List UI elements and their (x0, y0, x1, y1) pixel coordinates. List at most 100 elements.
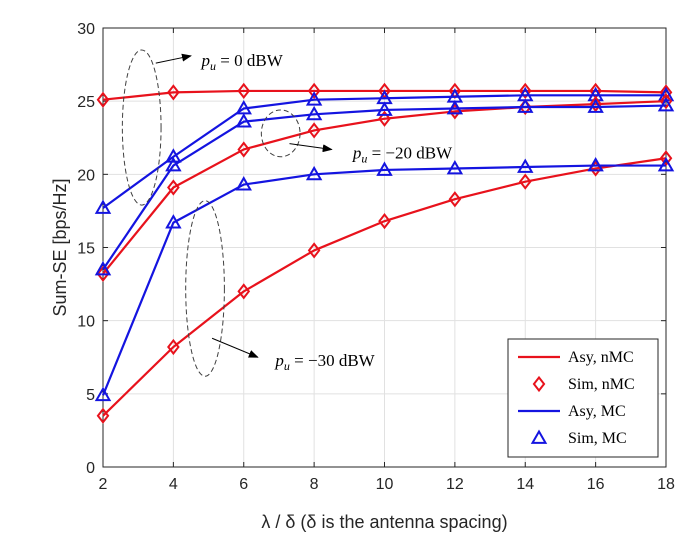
dashed-ellipse (260, 109, 301, 158)
triangle-marker (305, 165, 323, 181)
y-tick-label: 15 (77, 241, 95, 258)
series-sim-mc-30dBW (94, 157, 675, 402)
series-sim-mc-20dBW (94, 97, 675, 276)
diamond-marker (237, 82, 251, 100)
triangle-marker (165, 214, 182, 229)
triangle-marker (446, 99, 464, 115)
diamond-marker (378, 110, 391, 127)
triangle-marker (165, 157, 182, 172)
annotation-symbol: p (352, 143, 362, 162)
x-tick-label: 10 (376, 476, 394, 493)
triangle-marker (305, 91, 323, 106)
series-asy-nmc-20dBW (102, 100, 667, 275)
triangle-marker (94, 199, 112, 214)
diamond-marker (237, 141, 251, 158)
annotation-value: = −30 dBW (290, 351, 376, 370)
annotation-arrow (211, 337, 259, 358)
diamond-marker (96, 407, 110, 424)
axis-ticks: 2 4 6 8 10 12 14 16 18 0 5 10 15 20 25 30 (77, 21, 675, 493)
diamond-marker (378, 213, 391, 230)
legend-diamond-swatch (532, 375, 546, 393)
series-line (102, 100, 667, 275)
legend-triangle-swatch (530, 429, 548, 444)
dashed-ellipse (185, 200, 225, 377)
legend-label: Asy, nMC (568, 349, 634, 366)
annotation-symbol: p (274, 351, 284, 370)
diamond-marker (589, 95, 602, 113)
series-asy-mc-0dBW (102, 94, 666, 209)
diamond-marker (518, 82, 532, 100)
x-tick-label: 16 (587, 476, 605, 493)
annotation-pu20: pu = −20 dBW (260, 109, 453, 165)
annotation-subscript: u (284, 359, 290, 373)
x-axis-label: λ / δ (δ is the antenna spacing) (261, 512, 507, 532)
series-line (102, 104, 667, 271)
annotation-subscript: u (210, 59, 216, 73)
diamond-marker (307, 242, 321, 259)
y-tick-label: 30 (77, 21, 95, 38)
triangle-marker (94, 386, 112, 402)
diamond-marker (167, 338, 180, 356)
triangle-marker (165, 148, 182, 163)
y-axis-label: Sum-SE [bps/Hz] (50, 178, 70, 316)
diamond-marker (96, 265, 110, 282)
triangle-marker (446, 159, 464, 175)
x-tick-label: 12 (446, 476, 464, 493)
y-tick-label: 5 (86, 387, 95, 404)
series-asy-mc-20dBW (102, 104, 667, 271)
y-tick-label: 10 (77, 314, 95, 331)
annotation-value: = 0 dBW (216, 51, 284, 70)
triangle-marker (657, 97, 675, 112)
triangle-marker (235, 113, 252, 128)
diamond-marker (307, 122, 321, 139)
x-tick-label: 6 (239, 476, 248, 493)
series-line (102, 157, 667, 417)
annotation-subscript: u (361, 151, 367, 165)
legend-entry-asy-nmc: Asy, nMC (518, 349, 634, 366)
diamond-marker (659, 93, 673, 110)
diamond-marker (96, 91, 110, 108)
triangle-marker (657, 157, 675, 172)
legend-label: Sim, MC (568, 430, 627, 447)
series-sim-nmc-30dBW (96, 150, 673, 424)
legend-entry-sim-mc: Sim, MC (530, 429, 627, 447)
annotation-arrow (155, 53, 192, 64)
y-tick-label: 20 (77, 167, 95, 184)
diamond-marker (518, 173, 532, 190)
legend-label: Asy, MC (568, 403, 626, 420)
x-tick-label: 4 (169, 476, 178, 493)
annotation-label: pu = −30 dBW (274, 351, 375, 373)
annotation-label: pu = −20 dBW (352, 143, 453, 165)
triangle-marker (376, 101, 393, 116)
annotation-value: = −20 dBW (367, 143, 453, 162)
annotation-arrow (289, 143, 333, 153)
diamond-marker (237, 283, 251, 300)
diamond-marker (307, 82, 321, 100)
annotation-label: pu = 0 dBW (201, 51, 284, 73)
triangle-marker (376, 161, 393, 176)
y-tick-label: 0 (86, 460, 95, 477)
series-asy-nmc-30dBW (102, 157, 667, 417)
legend: Asy, nMC Sim, nMC Asy, MC Sim, MC (507, 338, 659, 458)
annotation-symbol: p (201, 51, 211, 70)
annotation-pu30: pu = −30 dBW (185, 200, 376, 377)
x-tick-label: 14 (516, 476, 534, 493)
x-tick-label: 18 (657, 476, 675, 493)
annotation-pu0: pu = 0 dBW (121, 49, 284, 206)
triangle-marker (94, 260, 112, 276)
diamond-marker (167, 84, 180, 101)
series-group (94, 82, 675, 424)
legend-entry-asy-mc: Asy, MC (518, 403, 626, 420)
triangle-marker (517, 98, 534, 113)
y-tick-label: 25 (77, 94, 95, 111)
triangle-marker (517, 158, 534, 173)
triangle-marker (587, 157, 604, 172)
triangle-marker (587, 98, 604, 113)
series-line (102, 94, 666, 209)
diamond-marker (448, 191, 462, 208)
x-tick-label: 2 (99, 476, 108, 493)
legend-entry-sim-nmc: Sim, nMC (532, 375, 635, 393)
triangle-marker (305, 105, 323, 121)
